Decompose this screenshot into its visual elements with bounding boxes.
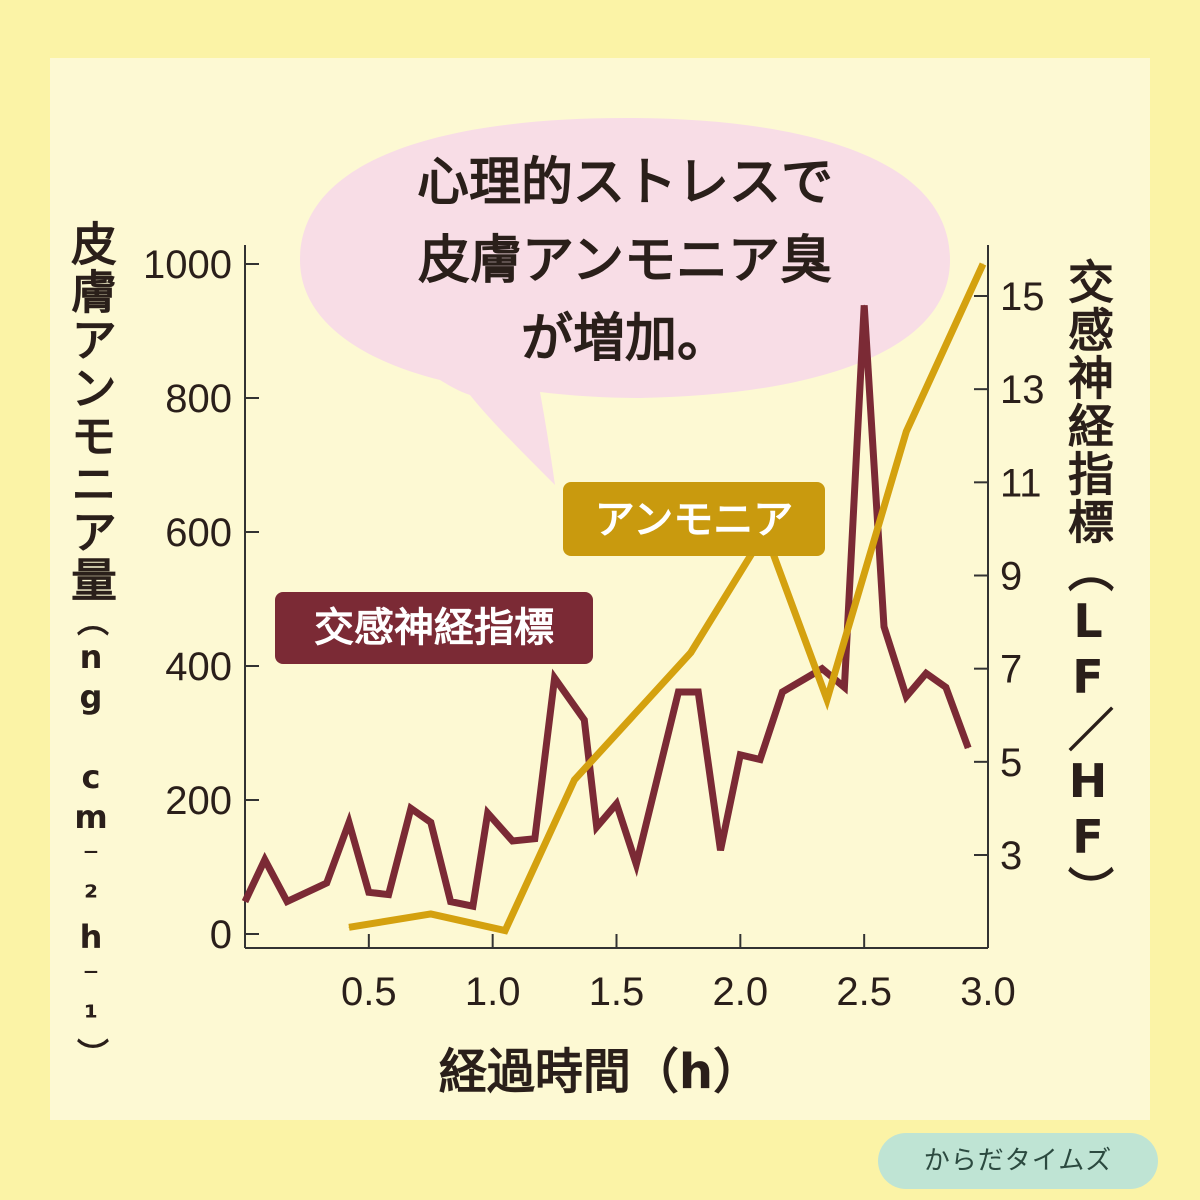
bubble-line-2: 皮膚アンモニア臭 — [418, 231, 832, 291]
x-tick-label: 3.0 — [960, 970, 1016, 1014]
series-point — [244, 901, 246, 903]
series-point — [348, 926, 350, 928]
x-tick-label: 0.5 — [341, 970, 397, 1014]
series-point — [430, 913, 432, 915]
y-right-tick-label: 5 — [1000, 741, 1022, 785]
series-point — [843, 686, 845, 688]
y-left-tick-label: 0 — [210, 913, 232, 957]
series-point — [945, 686, 947, 688]
y-right-tick-label: 3 — [1000, 834, 1022, 878]
footer-badge: からだタイムズ — [878, 1133, 1158, 1189]
series-point — [410, 807, 412, 809]
series-point — [368, 891, 370, 893]
bubble-line-3: が増加。 — [521, 309, 729, 369]
y-right-tick-label: 11 — [1000, 461, 1042, 505]
x-tick-label: 1.0 — [465, 970, 521, 1014]
series-lines — [241, 262, 987, 935]
series-point — [430, 821, 432, 823]
series-point — [264, 859, 266, 861]
x-tick-label: 2.0 — [713, 970, 769, 1014]
series-point — [504, 930, 506, 932]
series-point — [635, 863, 637, 865]
y-right-tick-label: 9 — [1000, 555, 1022, 599]
series-point — [739, 754, 741, 756]
series-point — [905, 696, 907, 698]
series-point — [388, 894, 390, 896]
legend-ammonia: アンモニア — [563, 482, 825, 556]
y-left-tick-label: 1000 — [143, 243, 232, 287]
legend-sympathetic-box — [275, 592, 593, 664]
y-left-tick-label: 800 — [165, 377, 232, 421]
series-point — [583, 719, 585, 721]
series-point — [826, 699, 828, 700]
series-point — [967, 747, 969, 749]
speech-bubble — [300, 118, 950, 485]
x-axis-label: 経過時間（h） — [438, 1044, 762, 1100]
series-point — [616, 803, 617, 805]
series-point — [883, 626, 885, 628]
series-point — [472, 905, 474, 907]
y-left-tick-label: 400 — [165, 645, 232, 689]
y-right-tick-label: 7 — [1000, 648, 1022, 692]
y-right-tick-label: 15 — [1000, 275, 1045, 319]
y-left-tick-label: 600 — [165, 511, 232, 555]
series-point — [554, 677, 556, 679]
series-point — [596, 826, 598, 828]
series-point — [863, 304, 865, 306]
bubble-line-1: 心理的ストレスで — [417, 153, 833, 213]
series-point — [821, 668, 823, 670]
y-left-tick-label: 200 — [165, 779, 232, 823]
series-point — [677, 691, 679, 693]
series-point — [781, 691, 783, 693]
legend-sympathetic: 交感神経指標 — [275, 592, 593, 664]
series-point — [450, 901, 452, 903]
series-point — [690, 652, 692, 654]
series-point — [286, 901, 288, 903]
legend-ammonia-label: アンモニア — [595, 497, 793, 543]
series-point — [759, 759, 761, 760]
y-right-tick-label: 13 — [1000, 368, 1045, 412]
x-tick-label: 1.5 — [589, 970, 645, 1014]
y-axis-left-label: 皮膚アンモニア量（ng cm⁻²h⁻¹） — [64, 220, 118, 1072]
y-left-ticks: 0 200 400 600 800 1000 — [143, 243, 259, 957]
x-ticks: 0.5 1.0 1.5 2.0 2.5 3.0 — [341, 934, 1016, 1014]
series-point — [697, 691, 699, 693]
series-point — [573, 779, 575, 781]
legend-sympathetic-label: 交感神経指標 — [314, 605, 554, 651]
series-point — [905, 431, 907, 432]
series-point — [512, 840, 513, 842]
legend-ammonia-box — [563, 482, 825, 556]
y-right-ticks: 3 5 7 9 11 13 15 — [974, 275, 1045, 878]
series-point — [348, 821, 350, 823]
x-tick-label: 2.5 — [836, 970, 892, 1014]
series-point — [326, 882, 328, 884]
y-axis-right-label: 交感神経指標（LF／HF） — [1061, 258, 1115, 914]
series-point — [982, 263, 984, 265]
series-point — [487, 812, 489, 814]
series-point — [925, 672, 927, 674]
series-point — [720, 849, 721, 851]
series-point — [534, 838, 536, 840]
y-axis-left-units: （ng cm⁻²h⁻¹） — [72, 604, 110, 1072]
y-axis-left-title: 皮膚アンモニア量 — [64, 220, 118, 604]
